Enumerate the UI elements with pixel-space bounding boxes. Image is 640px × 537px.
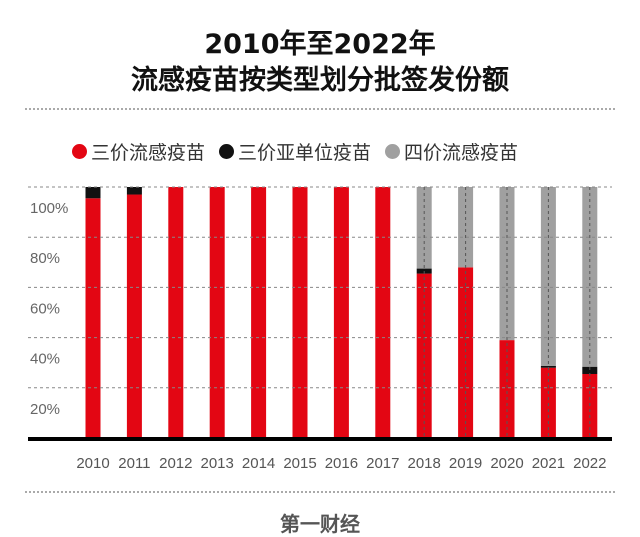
x-tick-label: 2015 (283, 455, 316, 472)
x-tick-label: 2011 (118, 455, 150, 472)
bar-segment-2021-1 (540, 365, 556, 368)
legend-label: 三价流感疫苗 (91, 142, 206, 164)
x-tick-label: 2021 (532, 455, 565, 472)
bar-segment-2011-0 (126, 194, 142, 438)
bar-segment-2015-0 (292, 187, 308, 438)
bar-segment-2021-2 (540, 187, 556, 366)
x-tick-label: 2022 (573, 455, 606, 472)
bar-segment-2010-1 (85, 187, 101, 199)
legend-item: 三价流感疫苗 (72, 138, 205, 165)
divider-bottom (25, 491, 615, 493)
bar-segment-2014-0 (251, 187, 267, 438)
legend-swatch (219, 144, 235, 159)
chart-title: 2010年至2022年 (204, 29, 436, 60)
bar-segment-2021-0 (540, 367, 556, 438)
divider-top (25, 108, 615, 110)
x-tick-label: 2020 (490, 455, 523, 472)
bar-segment-2012-0 (168, 187, 184, 438)
bar-segment-2011-1 (126, 187, 142, 195)
chart-plot: 2010 2011 2012 2013 2014 2015 2016 2017 2018 2019… (28, 186, 612, 472)
legend-swatch (72, 144, 87, 159)
bar-segment-2022-2 (582, 187, 598, 367)
source-logo-text: 第一财经 (280, 512, 360, 536)
legend-swatch (385, 144, 401, 159)
bar-segment-2018-2 (416, 187, 432, 269)
y-tick-label: 100% (30, 200, 68, 217)
x-tick-label: 2016 (325, 455, 358, 472)
legend: 三价流感疫苗 三价亚单位疫苗 四价流感疫苗 (72, 138, 518, 165)
y-tick-label: 20% (30, 401, 60, 418)
x-tick-label: 2019 (449, 455, 482, 472)
x-tick-label: 2014 (242, 455, 275, 472)
bar-segment-2017-0 (375, 187, 391, 438)
x-tick-label: 2017 (366, 455, 399, 472)
bar-segment-2013-0 (209, 187, 225, 438)
y-tick-label: 40% (30, 351, 60, 368)
y-tick-label: 80% (30, 250, 60, 267)
legend-item: 三价亚单位疫苗 (219, 138, 371, 165)
bar-segment-2022-1 (582, 366, 598, 374)
legend-label: 三价亚单位疫苗 (238, 142, 372, 164)
bar-segment-2020-2 (499, 187, 515, 341)
bar-segment-2010-0 (85, 198, 101, 438)
x-tick-label: 2018 (408, 455, 441, 472)
bar-segment-2019-0 (458, 267, 474, 438)
bar-segment-2020-0 (499, 340, 515, 438)
chart-subtitle: 流感疫苗按类型划分批签发份额 (131, 65, 509, 96)
legend-label: 四价流感疫苗 (404, 142, 519, 164)
bar-segment-2016-0 (333, 187, 349, 438)
x-tick-label: 2013 (201, 455, 234, 472)
x-tick-label: 2012 (159, 455, 192, 472)
y-tick-label: 60% (30, 300, 60, 317)
x-tick-label: 2010 (76, 455, 109, 472)
legend-item: 四价流感疫苗 (385, 138, 518, 165)
bar-segment-2019-2 (458, 187, 474, 268)
